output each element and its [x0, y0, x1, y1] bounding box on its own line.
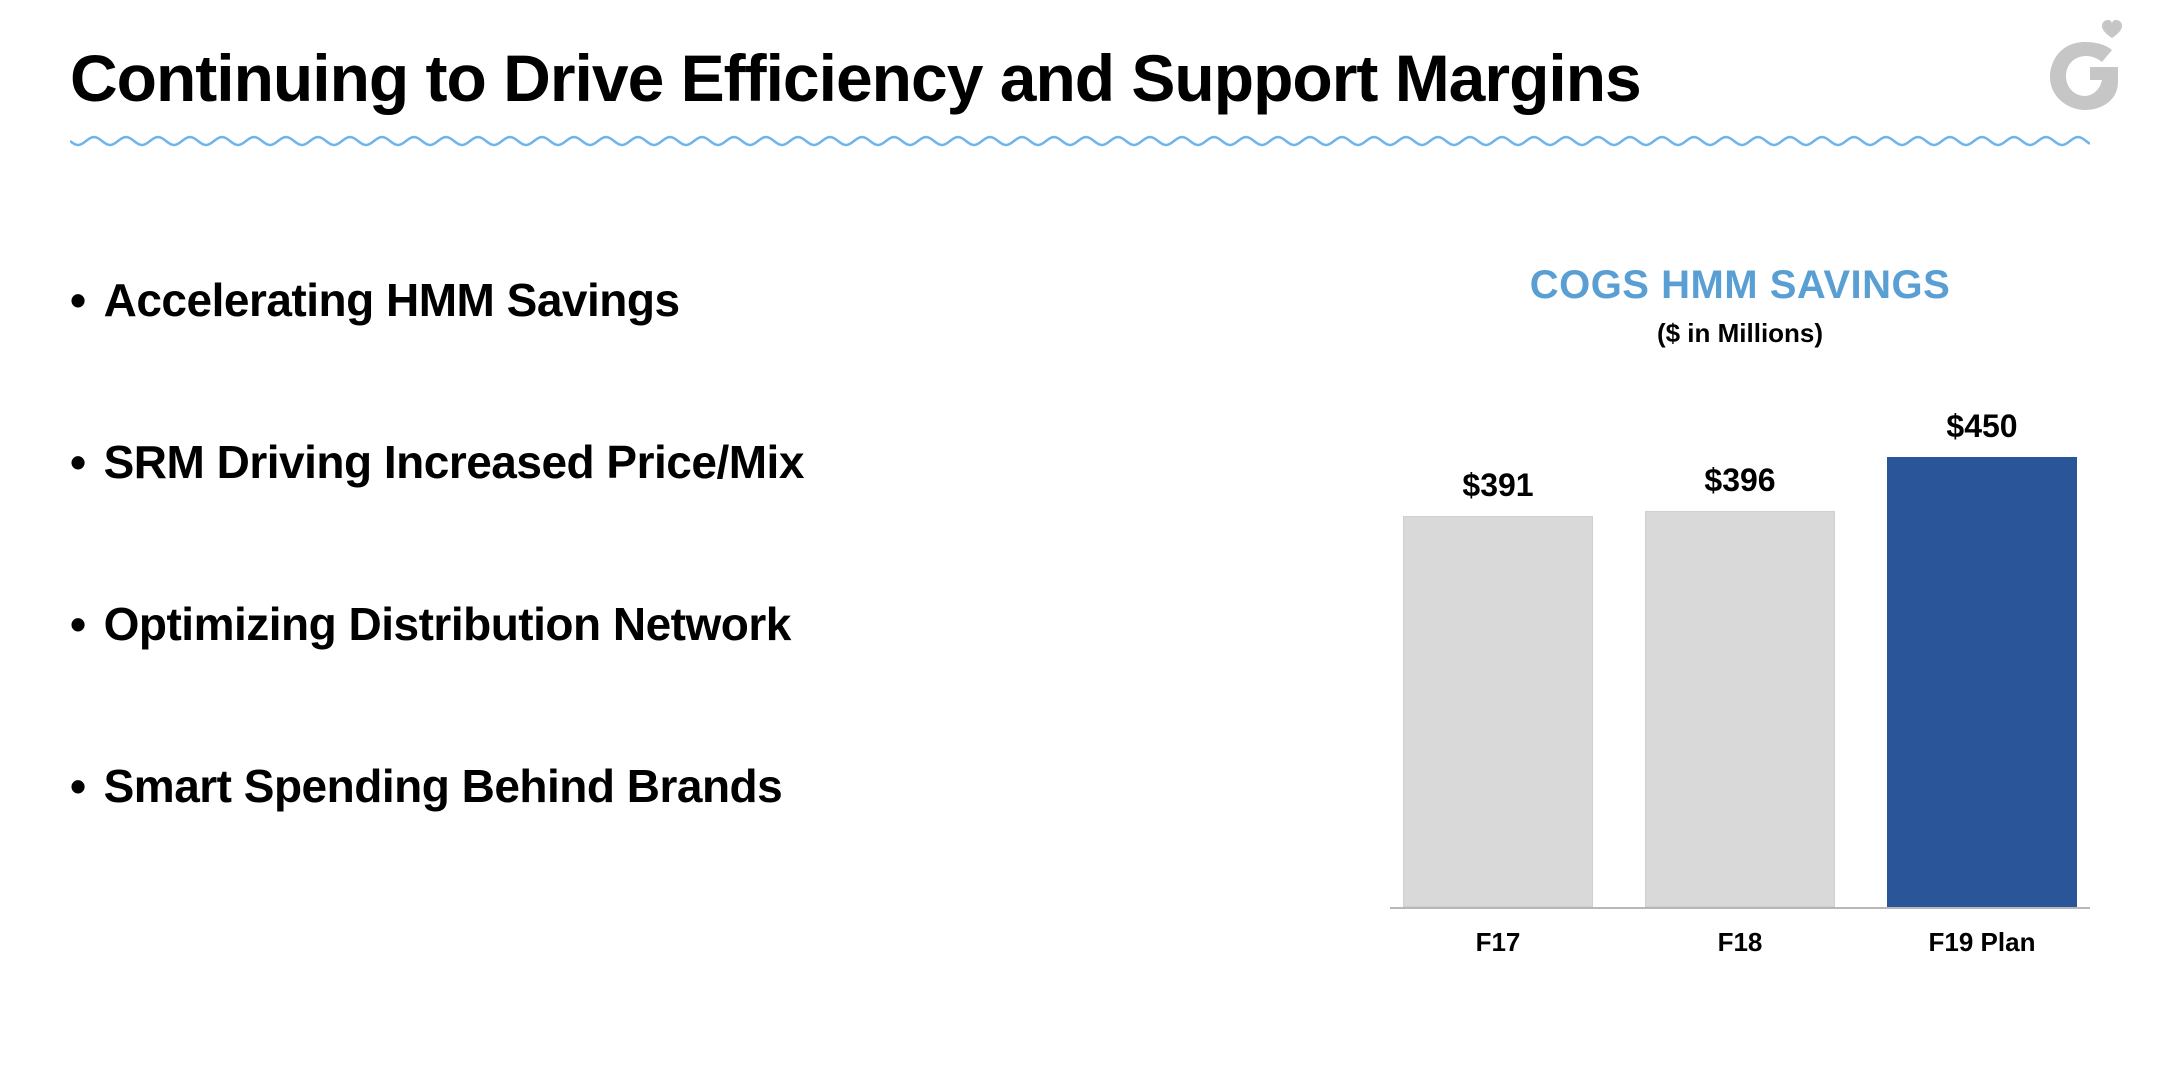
chart-subtitle: ($ in Millions) — [1657, 318, 1823, 349]
content-row: • Accelerating HMM Savings • SRM Driving… — [70, 263, 2090, 958]
slide-container: Continuing to Drive Efficiency and Suppo… — [0, 0, 2160, 1072]
bar — [1887, 457, 2077, 907]
bars-container: $391 $396 $450 — [1390, 399, 2090, 909]
x-axis-label: F19 Plan — [1882, 927, 2082, 958]
bullet-text: SRM Driving Increased Price/Mix — [104, 435, 804, 489]
bullet-item: • Optimizing Distribution Network — [70, 597, 1330, 651]
bar — [1645, 511, 1835, 907]
company-logo-icon — [2040, 12, 2130, 112]
chart-area: COGS HMM SAVINGS ($ in Millions) $391 $3… — [1390, 263, 2090, 958]
bullet-item: • Smart Spending Behind Brands — [70, 759, 1330, 813]
bullet-dot-icon: • — [70, 439, 86, 485]
bullet-list: • Accelerating HMM Savings • SRM Driving… — [70, 263, 1330, 958]
x-axis-labels: F17 F18 F19 Plan — [1390, 909, 2090, 958]
bullet-text: Smart Spending Behind Brands — [104, 759, 783, 813]
chart-title: COGS HMM SAVINGS — [1530, 263, 1951, 308]
chart-plot-region: $391 $396 $450 F17 F18 F19 Plan — [1390, 399, 2090, 958]
bar-value-label: $450 — [1946, 408, 2017, 445]
x-axis-label: F18 — [1640, 927, 1840, 958]
bullet-text: Accelerating HMM Savings — [104, 273, 680, 327]
bar — [1403, 516, 1593, 907]
bullet-item: • SRM Driving Increased Price/Mix — [70, 435, 1330, 489]
bullet-item: • Accelerating HMM Savings — [70, 273, 1330, 327]
bullet-text: Optimizing Distribution Network — [104, 597, 791, 651]
slide-title: Continuing to Drive Efficiency and Suppo… — [70, 40, 2090, 116]
bullet-dot-icon: • — [70, 763, 86, 809]
bar-group: $391 — [1398, 467, 1598, 907]
bullet-dot-icon: • — [70, 277, 86, 323]
bar-group: $450 — [1882, 408, 2082, 907]
wavy-divider-icon — [70, 134, 2090, 148]
bar-value-label: $396 — [1704, 462, 1775, 499]
x-axis-label: F17 — [1398, 927, 1598, 958]
bullet-dot-icon: • — [70, 601, 86, 647]
bar-group: $396 — [1640, 462, 1840, 907]
bar-value-label: $391 — [1462, 467, 1533, 504]
